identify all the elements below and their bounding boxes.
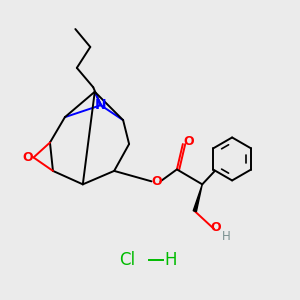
Text: N: N — [95, 98, 106, 112]
Text: O: O — [184, 134, 194, 148]
Text: O: O — [23, 151, 34, 164]
Polygon shape — [193, 184, 202, 212]
Text: O: O — [152, 175, 162, 188]
Text: O: O — [210, 221, 221, 234]
Text: H: H — [165, 251, 177, 269]
Text: Cl: Cl — [119, 251, 136, 269]
Text: H: H — [222, 230, 231, 243]
